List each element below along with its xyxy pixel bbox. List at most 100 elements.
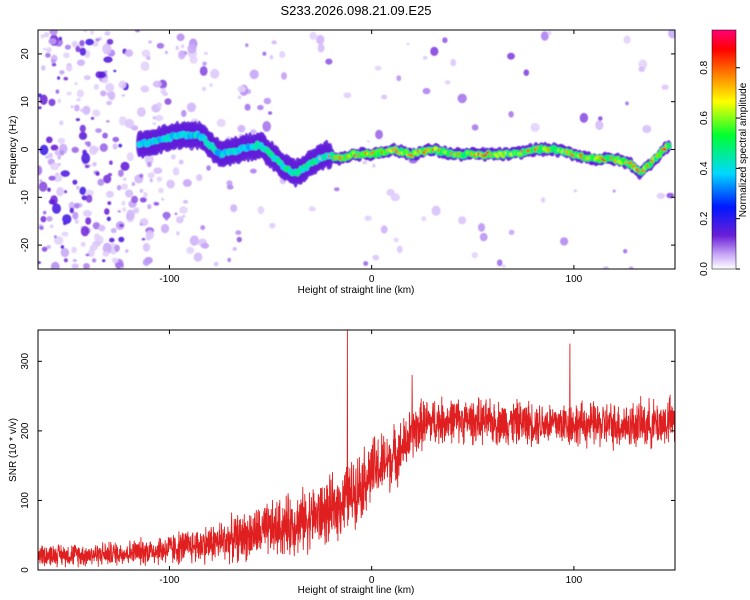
spectrogram-noise-blob xyxy=(63,221,67,226)
spectrogram-noise-blob xyxy=(638,66,645,73)
spectrogram-noise-blob xyxy=(66,91,72,96)
spectrogram-noise-blob xyxy=(375,129,383,140)
spectrogram-noise-blob xyxy=(374,65,382,71)
spectrogram-noise-blob xyxy=(116,185,122,191)
spectrogram-noise-blob xyxy=(110,227,117,234)
spectrogram-noise-blob xyxy=(141,237,146,241)
spectrogram-noise-blob xyxy=(186,246,195,254)
x-tick-label: -100 xyxy=(159,274,179,285)
spectrogram-noise-blob xyxy=(84,141,89,145)
spectrogram-noise-blob xyxy=(61,231,69,237)
spectrogram-noise-blob xyxy=(72,259,77,262)
spectrogram-noise-blob xyxy=(91,258,97,263)
spectrogram-noise-blob xyxy=(125,249,129,253)
spectrogram-noise-blob xyxy=(236,236,242,243)
spectrogram-noise-blob xyxy=(471,124,479,131)
spectrogram-noise-blob xyxy=(450,58,457,67)
spectrogram-noise-blob xyxy=(95,128,102,134)
spectrogram-noise-blob xyxy=(262,121,272,132)
spectrogram-noise-blob xyxy=(142,258,150,266)
spectrogram-noise-blob xyxy=(390,193,400,202)
spectrogram-noise-blob xyxy=(141,49,151,58)
spectrogram-noise-blob xyxy=(146,55,151,61)
spectrogram-noise-blob xyxy=(202,61,207,66)
spectrogram-noise-blob xyxy=(106,190,114,198)
spectrogram-noise-blob xyxy=(139,197,147,203)
spectrogram-noise-blob xyxy=(41,246,48,252)
spectrogram-noise-blob xyxy=(50,162,60,171)
spectrogram-noise-blob xyxy=(60,245,65,249)
spectrogram-noise-blob xyxy=(38,181,48,192)
spectrogram-noise-blob xyxy=(257,206,265,215)
spectrogram-noise-blob xyxy=(118,80,127,89)
spectrogram-noise-blob xyxy=(642,125,652,133)
spectrogram-noise-blob xyxy=(131,182,136,186)
spectrogram-noise-blob xyxy=(334,187,340,192)
spectrogram-noise-blob xyxy=(101,77,109,84)
spectrogram-noise-blob xyxy=(63,76,69,81)
spectrogram-noise-blob xyxy=(49,30,58,36)
spectrogram-noise-blob xyxy=(39,144,49,156)
spectrogram-noise-blob xyxy=(540,31,549,41)
spectrogram-noise-blob xyxy=(316,34,325,45)
spectrogram-noise-blob xyxy=(95,38,100,42)
spectrogram-noise-blob xyxy=(40,34,45,39)
spectrogram-noise-blob xyxy=(152,116,157,120)
spectrogram-noise-blob xyxy=(181,44,185,49)
spectrogram-noise-blob xyxy=(431,205,441,216)
spectrogram-noise-blob xyxy=(95,71,103,79)
spectrogram-noise-blob xyxy=(182,179,192,187)
spectrogram-noise-blob xyxy=(103,56,113,63)
spectrogram-noise-blob xyxy=(80,226,90,237)
spectrogram-noise-blob xyxy=(58,36,63,41)
spectrogram-noise-blob xyxy=(164,216,169,221)
spectrogram-noise-blob xyxy=(72,179,78,185)
spectrogram-noise-blob xyxy=(279,51,286,58)
spectrogram-noise-blob xyxy=(458,216,467,225)
spectrogram-noise-blob xyxy=(508,111,514,118)
spectrogram-noise-blob xyxy=(135,30,140,33)
spectrogram-noise-blob xyxy=(156,176,163,182)
spectrogram-noise-blob xyxy=(380,225,388,234)
spectrogram-noise-blob xyxy=(126,152,134,162)
spectrogram-noise-blob xyxy=(53,235,57,239)
spectrogram-noise-blob xyxy=(210,68,220,79)
spectrogram-noise-blob xyxy=(84,164,90,169)
spectrogram-noise-blob xyxy=(71,40,78,48)
x-tick-label: -100 xyxy=(159,575,179,586)
spectrogram-noise-blob xyxy=(54,236,64,245)
spectrogram-noise-blob xyxy=(63,258,68,263)
spectrogram-noise-blob xyxy=(80,108,85,113)
spectrogram-noise-blob xyxy=(172,167,180,176)
spectrogram-noise-blob xyxy=(76,89,84,98)
spectrogram-noise-blob xyxy=(381,94,388,100)
spectrogram-noise-blob xyxy=(196,174,203,182)
y-tick-label: -20 xyxy=(20,237,31,252)
spectrogram-noise-blob xyxy=(59,70,65,75)
spectrogram-noise-blob xyxy=(91,244,99,251)
spectrogram-xlabel: Height of straight line (km) xyxy=(298,285,415,296)
spectrogram-noise-blob xyxy=(57,137,66,144)
y-tick-label: 300 xyxy=(20,353,31,370)
spectrogram-noise-blob xyxy=(179,206,188,214)
spectrogram-noise-blob xyxy=(250,129,257,135)
spectrogram-noise-blob xyxy=(203,51,208,56)
spectrogram-noise-blob xyxy=(152,80,162,88)
spectrogram-noise-blob xyxy=(107,201,112,206)
y-tick-label: 0 xyxy=(20,567,31,573)
spectrogram-noise-blob xyxy=(249,69,259,80)
spectrogram-noise-blob xyxy=(139,223,143,226)
x-tick-label: 100 xyxy=(566,575,583,586)
spectrogram-noise-blob xyxy=(281,72,287,80)
spectrogram-noise-blob xyxy=(175,45,180,51)
spectrogram-noise-blob xyxy=(106,100,112,106)
spectrogram-noise-blob xyxy=(47,187,51,192)
spectrogram-noise-blob xyxy=(628,266,634,269)
snr-frame xyxy=(37,329,676,571)
spectrogram-noise-blob xyxy=(75,118,80,122)
spectrogram-noise-blob xyxy=(78,131,88,140)
spectrogram-noise-blob xyxy=(235,230,242,235)
spectrogram-noise-blob xyxy=(57,76,61,80)
spectrogram-noise-blob xyxy=(142,242,151,252)
